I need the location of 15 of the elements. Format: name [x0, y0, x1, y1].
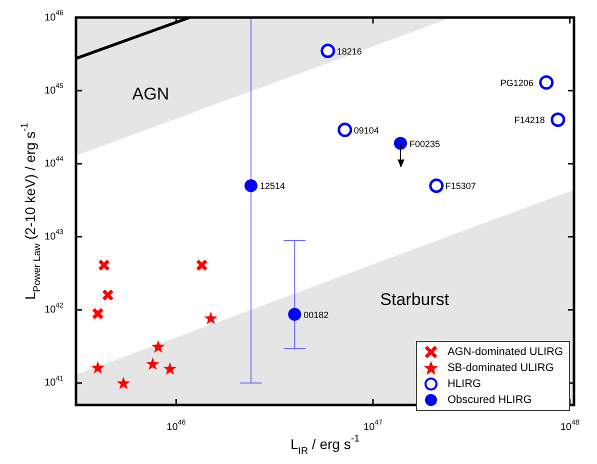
annotation: F15307: [445, 181, 476, 192]
annotation: F00235: [410, 138, 440, 149]
annotation: 09104: [354, 125, 379, 136]
legend-label: SB-dominated ULIRG: [447, 361, 554, 375]
annotation: AGN: [132, 84, 170, 104]
legend-label: Obscured HLIRG: [447, 393, 532, 407]
annotation: 18216: [336, 46, 362, 56]
annotation: Starburst: [380, 290, 450, 310]
legend-label: HLIRG: [447, 377, 482, 391]
annotation: 00182: [304, 310, 329, 320]
annotation: 12514: [260, 181, 286, 192]
annotation: F14218: [514, 115, 545, 126]
y-axis-title: LPower Law (2-10 keV) / erg s-1: [19, 122, 44, 300]
annotation: PG1206: [500, 78, 534, 88]
legend-label: AGN-dominated ULIRG: [447, 345, 563, 359]
